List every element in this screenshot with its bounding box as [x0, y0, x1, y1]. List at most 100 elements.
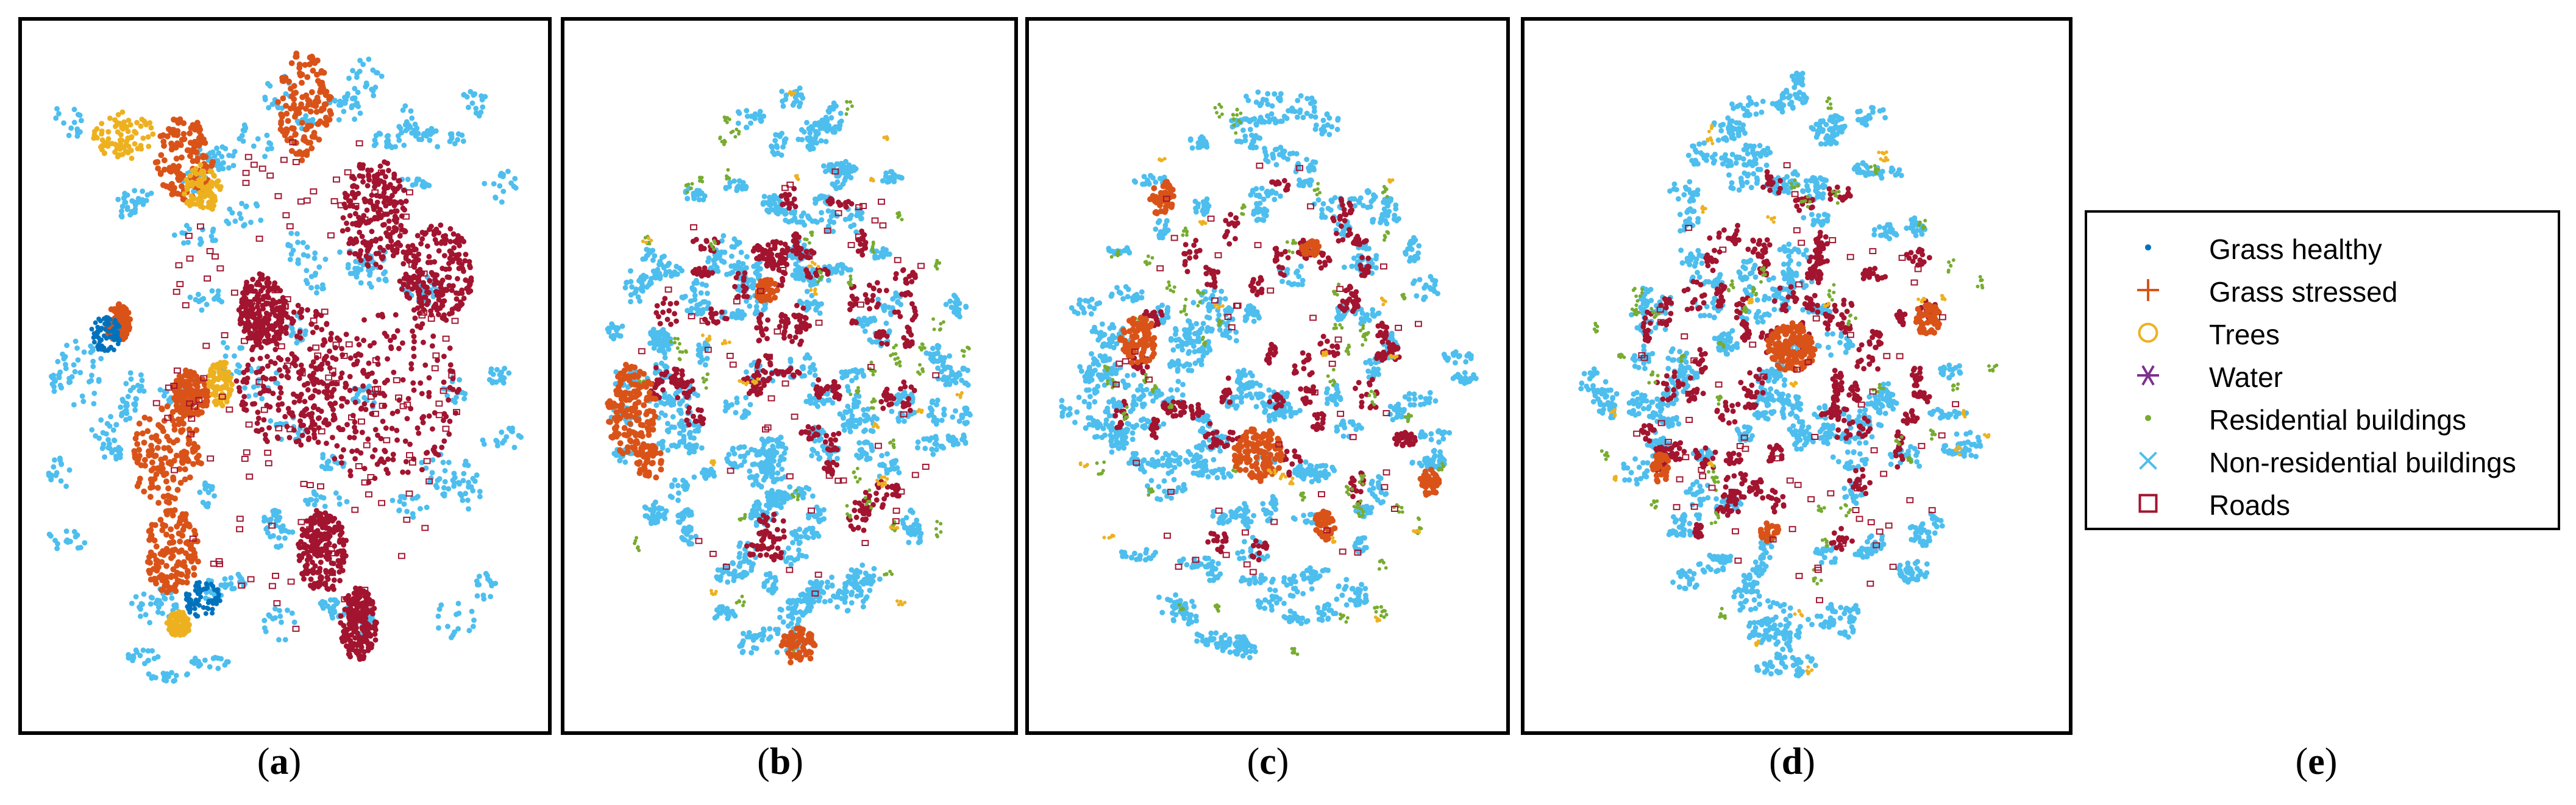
scatter-point — [320, 452, 326, 458]
scatter-point — [262, 431, 268, 438]
scatter-point — [209, 598, 215, 603]
scatter-point — [226, 165, 232, 171]
scatter-point — [339, 370, 345, 376]
scatter-point — [449, 307, 455, 313]
scatter-point — [187, 130, 193, 137]
scatter-point — [497, 183, 503, 189]
scatter-point — [183, 628, 190, 634]
road-marker — [307, 482, 314, 489]
scatter-point — [182, 476, 188, 483]
scatter-point — [154, 445, 161, 451]
scatter-point — [296, 151, 302, 157]
scatter-point — [302, 328, 308, 334]
scatter-point — [397, 498, 403, 505]
scatter-point — [60, 351, 66, 357]
scatter-point — [200, 500, 206, 505]
scatter-point — [215, 665, 221, 672]
scatter-point — [61, 356, 67, 362]
scatter-point — [253, 322, 259, 328]
road-marker — [431, 365, 439, 372]
scatter-point — [69, 374, 75, 380]
scatter-point — [775, 443, 781, 449]
scatter-point — [104, 314, 109, 320]
scatter-point — [204, 585, 210, 590]
scatter-point — [245, 319, 251, 325]
scatter-point — [115, 322, 121, 327]
scatter-point — [129, 155, 135, 161]
scatter-point — [151, 465, 157, 472]
scatter-point — [77, 129, 83, 135]
scatter-point — [311, 255, 318, 261]
scatter-point — [310, 547, 316, 553]
scatter-point — [900, 517, 906, 523]
scatter-point — [374, 204, 380, 210]
scatter-point — [838, 118, 844, 124]
scatter-point — [247, 303, 254, 309]
scatter-point — [180, 240, 187, 246]
road-marker — [453, 409, 460, 416]
scatter-point — [180, 527, 187, 533]
scatter-point — [250, 276, 256, 282]
scatter-point — [89, 427, 95, 433]
scatter-point — [781, 499, 787, 505]
road-marker — [191, 403, 198, 410]
scatter-point — [449, 250, 455, 256]
scatter-point — [347, 374, 353, 380]
scatter-point — [271, 375, 277, 381]
scatter-point — [455, 275, 460, 282]
scatter-point — [90, 358, 96, 364]
scatter-point — [426, 182, 432, 188]
scatter-point — [396, 177, 402, 183]
scatter-point — [322, 545, 328, 551]
scatter-point — [353, 258, 359, 264]
scatter-point — [390, 456, 396, 463]
scatter-point — [137, 388, 143, 394]
scatter-point — [239, 345, 245, 351]
scatter-point — [279, 401, 285, 407]
scatter-point — [394, 186, 400, 192]
scatter-point — [396, 508, 402, 514]
scatter-point — [446, 283, 452, 289]
scatter-point — [344, 193, 350, 199]
scatter-point — [342, 100, 348, 106]
scatter-point — [438, 240, 444, 246]
scatter-point — [140, 197, 146, 203]
road-marker — [274, 193, 282, 199]
road-marker — [286, 426, 294, 433]
road-marker — [359, 601, 367, 608]
scatter-point — [288, 147, 295, 154]
scatter-point — [327, 337, 333, 343]
scatter-point — [413, 181, 419, 187]
scatter-point — [226, 152, 232, 158]
scatter-point — [411, 353, 417, 360]
road-marker — [266, 172, 274, 179]
scatter-point — [650, 327, 656, 333]
scatter-point — [55, 541, 60, 547]
scatter-point — [244, 279, 250, 285]
scatter-point — [321, 419, 327, 425]
scatter-point — [148, 125, 154, 131]
scatter-point — [637, 298, 643, 304]
scatter-point — [255, 136, 261, 142]
scatter-point — [317, 575, 323, 581]
scatter-point — [368, 199, 374, 205]
scatter-point — [455, 137, 461, 143]
scatter-point — [238, 313, 244, 319]
scatter-point — [246, 299, 252, 305]
road-marker — [236, 526, 244, 533]
scatter-point — [457, 257, 463, 263]
scatter-point — [326, 586, 331, 592]
scatter-point — [179, 183, 185, 190]
scatter-point — [204, 192, 210, 198]
scatter-point — [302, 105, 309, 112]
scatter-point — [752, 447, 758, 453]
scatter-point — [863, 412, 869, 418]
scatter-point — [270, 327, 276, 332]
scatter-point — [402, 438, 408, 444]
scatter-point — [441, 485, 447, 491]
scatter-point — [80, 399, 87, 405]
scatter-point — [396, 137, 402, 143]
scatter-point — [780, 103, 786, 109]
scatter-point — [329, 393, 335, 399]
scatter-point — [880, 254, 886, 260]
